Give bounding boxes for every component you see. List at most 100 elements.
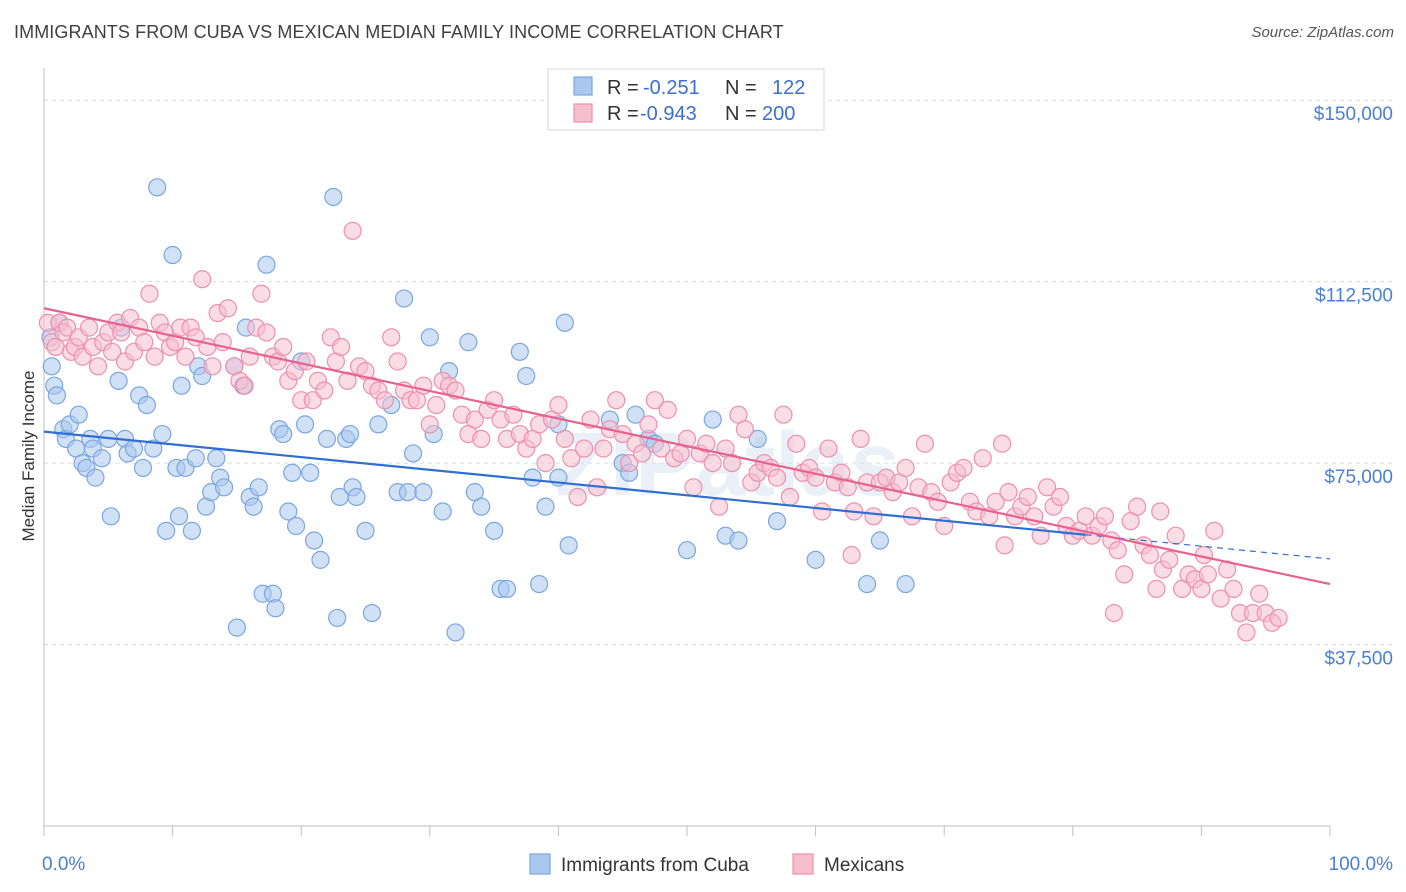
legend-swatch-mexicans <box>573 103 593 123</box>
cuba-point <box>748 429 767 449</box>
x-tick-label-max: 100.0% <box>1329 854 1394 875</box>
cuba-point <box>530 574 549 594</box>
mexican-point <box>735 420 754 439</box>
cuba-point <box>806 550 825 569</box>
mexican-point <box>375 391 394 410</box>
x-tick-label-min: 0.0% <box>42 854 85 875</box>
legend-r-label-cuba: R = <box>607 77 639 99</box>
cuba-point <box>870 531 890 550</box>
cuba-point <box>510 342 529 361</box>
mexican-point <box>315 381 334 400</box>
cuba-point <box>559 536 578 555</box>
cuba-point <box>459 333 478 352</box>
mexican-point <box>58 318 77 337</box>
cuba-point <box>523 468 542 487</box>
legend-r-value-cuba: -0.251 <box>643 77 700 99</box>
mexican-point <box>555 429 574 449</box>
cuba-point <box>340 424 360 444</box>
cuba-point <box>703 410 722 429</box>
cuba-point <box>362 603 382 623</box>
mexican-point <box>1198 565 1217 584</box>
mexican-point <box>632 444 652 463</box>
mexican-point <box>1104 603 1124 623</box>
mexican-point <box>684 478 703 497</box>
cuba-point <box>227 618 246 637</box>
mexican-point <box>787 434 806 453</box>
mexican-point <box>427 395 446 415</box>
cuba-point <box>626 405 645 424</box>
mexican-point <box>103 342 122 361</box>
mexican-point <box>703 453 722 473</box>
mexican-point <box>658 400 677 419</box>
cuba-point <box>157 521 176 540</box>
mexican-point <box>1115 565 1134 584</box>
legend-n-value-cuba: 122 <box>772 77 805 99</box>
mexican-point <box>864 507 883 526</box>
mexican-point <box>1127 497 1147 516</box>
cuba-point <box>279 502 298 521</box>
mexican-point <box>1237 623 1256 642</box>
x-tick-marks <box>43 826 1331 836</box>
mexican-point <box>780 487 799 507</box>
cuba-point <box>472 497 491 516</box>
cuba-point <box>214 478 234 497</box>
cuba-point <box>857 574 877 594</box>
y-tick-labels: $37,500 $75,000 $112,500 $150,000 <box>1314 104 1393 669</box>
cuba-point <box>446 623 465 642</box>
mexican-point <box>88 357 108 376</box>
legend-r-value-mexicans: -0.943 <box>640 103 697 125</box>
cuba-point <box>403 444 423 463</box>
mexican-point <box>896 458 915 478</box>
mexican-point <box>297 352 316 371</box>
series-legend: Immigrants from Cuba Mexicans <box>529 853 904 876</box>
mexican-point <box>620 453 639 473</box>
bottom-legend-label-cuba: Immigrants from Cuba <box>561 855 749 876</box>
cuba-point <box>295 415 315 434</box>
trend-lines <box>43 307 1331 586</box>
cuba-point <box>148 178 167 197</box>
mexican-point <box>999 483 1018 502</box>
mexican-point <box>774 405 793 424</box>
mexican-point <box>568 487 587 507</box>
legend-n-label-mexicans: N = <box>725 103 757 125</box>
cuba-point <box>324 187 343 207</box>
mexican-point <box>1205 521 1224 540</box>
mexican-point <box>1250 584 1269 603</box>
y-axis-label: Median Family Income <box>19 370 38 541</box>
mexican-point <box>1140 545 1160 565</box>
mexican-point <box>767 468 787 487</box>
mexican-point <box>1269 608 1288 628</box>
mexican-point <box>235 376 254 395</box>
cuba-point <box>311 550 330 569</box>
mexican-point <box>303 391 322 410</box>
cuba-point <box>244 497 263 516</box>
mexican-point <box>954 458 973 478</box>
cuba-point <box>283 463 302 482</box>
cuba-point <box>729 531 748 550</box>
mexican-point <box>1160 550 1179 569</box>
mexican-point <box>1037 478 1057 497</box>
cuba-point <box>169 507 189 526</box>
cuba-point <box>124 439 144 458</box>
mexican-point <box>1108 541 1127 560</box>
chart-title: IMMIGRANTS FROM CUBA VS MEXICAN MEDIAN F… <box>14 22 784 42</box>
cuba-point <box>555 313 574 332</box>
mexican-point <box>575 439 594 458</box>
cuba-point <box>485 521 504 540</box>
cuba-point <box>86 468 105 487</box>
mexican-point <box>536 453 555 473</box>
cuba-point <box>394 289 414 308</box>
mexican-point <box>1076 507 1095 526</box>
mexican-point <box>472 429 491 449</box>
trend-line <box>43 430 1086 536</box>
mexican-point <box>710 497 729 516</box>
cuba-point <box>517 366 536 386</box>
source-label: Source: ZipAtlas.com <box>1251 24 1394 41</box>
mexican-point <box>992 434 1012 453</box>
mexican-point <box>1018 487 1037 507</box>
mexican-point <box>145 347 164 366</box>
cuba-point <box>163 245 182 265</box>
legend-r-label-mexicans: R = <box>607 103 639 125</box>
mexican-point <box>645 391 664 410</box>
